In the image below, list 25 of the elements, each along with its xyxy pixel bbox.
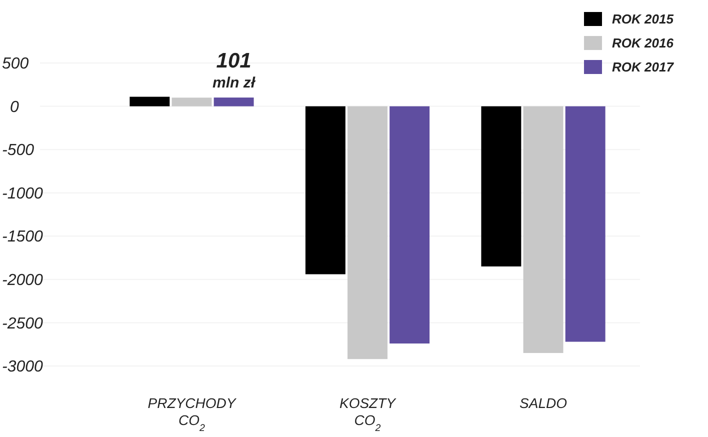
annotation: mln zł xyxy=(212,74,256,92)
legend-label: ROK 2016 xyxy=(612,36,674,51)
y-tick-label: -1000 xyxy=(2,185,44,202)
y-tick-label: -3000 xyxy=(2,358,44,376)
bar xyxy=(348,106,388,360)
bar xyxy=(565,106,606,342)
y-tick-label: 0 xyxy=(10,98,19,116)
bar xyxy=(172,98,212,106)
y-tick-label: -2500 xyxy=(2,315,44,332)
bar xyxy=(214,98,254,106)
legend-label: ROK 2015 xyxy=(612,12,674,27)
bar xyxy=(130,96,170,106)
y-tick-label: -500 xyxy=(2,142,34,160)
bar xyxy=(390,106,430,344)
y-tick-label: 500 xyxy=(2,56,29,73)
legend-label: ROK 2017 xyxy=(612,60,674,75)
bar xyxy=(481,106,522,266)
y-tick-label: -1500 xyxy=(2,228,44,246)
data-label: 101 xyxy=(216,50,252,73)
x-tick-label: SALDO xyxy=(520,395,568,411)
bar xyxy=(305,106,346,274)
x-tick-label: KOSZTY CO$_{2}$ xyxy=(339,395,398,434)
bar xyxy=(523,106,564,354)
x-tick-label: PRZYCHODY CO$_{2}$ xyxy=(148,395,238,434)
y-tick-label: -2000 xyxy=(2,272,44,290)
